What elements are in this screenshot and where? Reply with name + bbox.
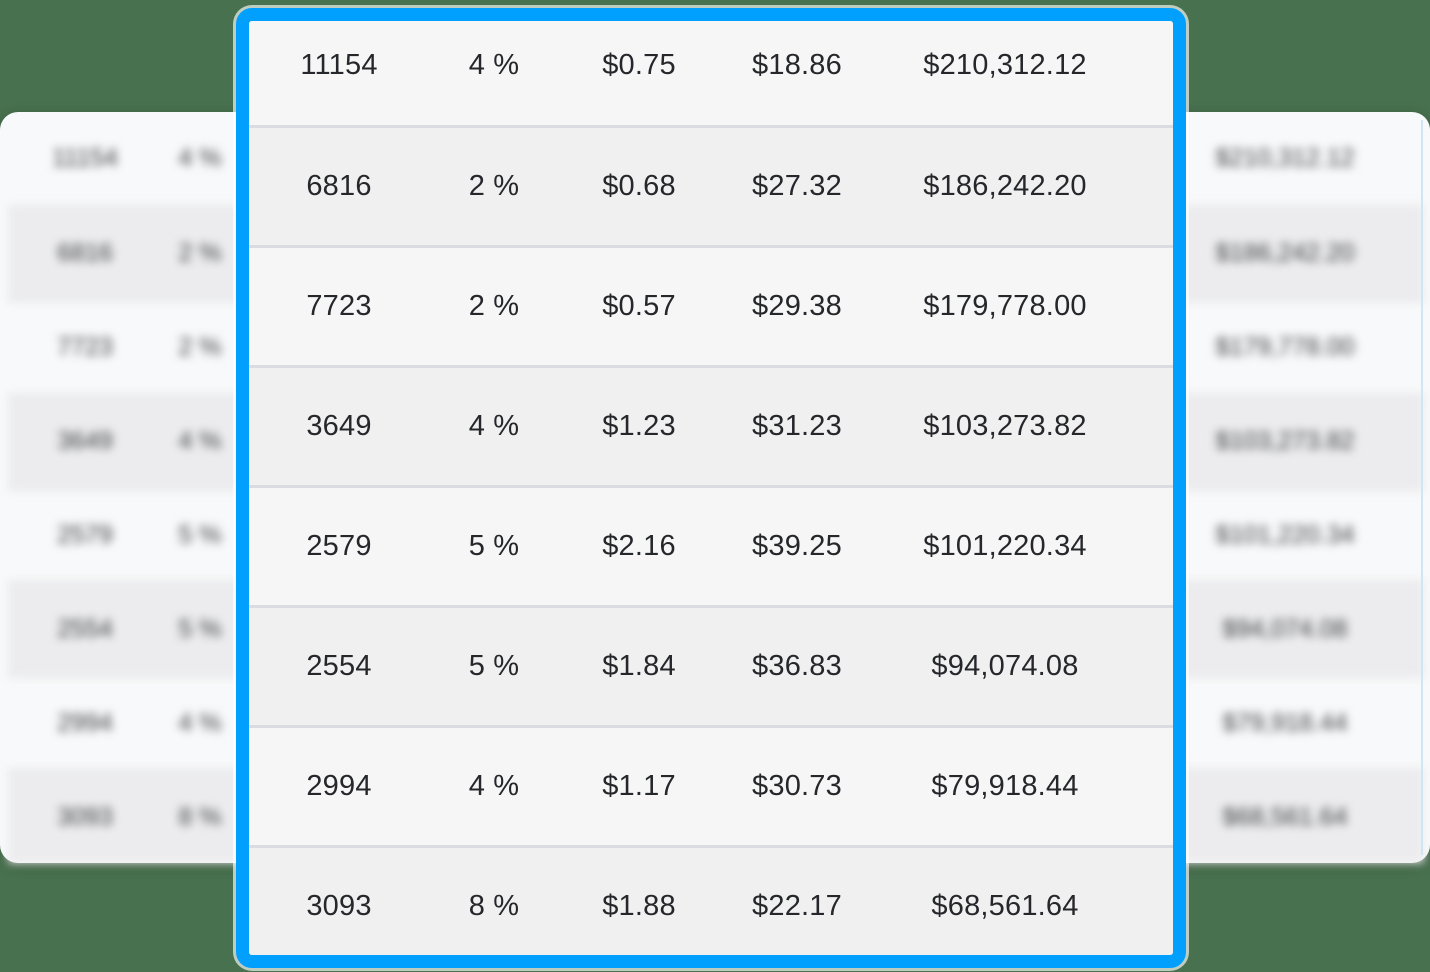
cell-total: $94,074.08 bbox=[931, 650, 1079, 682]
cell-total: $94,074.08 bbox=[1222, 614, 1348, 643]
cell-avg-price: $31.23 bbox=[752, 410, 842, 442]
cell-unit-price: $1.84 bbox=[602, 650, 676, 682]
cell-quantity: 3093 bbox=[57, 802, 113, 831]
cell-percent: 5 % bbox=[468, 650, 520, 682]
cell-unit-price: $1.17 bbox=[602, 770, 676, 802]
cell-avg-price: $39.25 bbox=[752, 530, 842, 562]
cell-total: $101,220.34 bbox=[1215, 521, 1355, 549]
cell-percent: 4 % bbox=[178, 144, 222, 173]
cell-total: $179,778.00 bbox=[923, 290, 1087, 322]
cell-quantity: 6816 bbox=[57, 239, 113, 268]
cell-avg-price: $18.86 bbox=[752, 48, 842, 81]
table-row: 11154 4 % $0.75 $18.86 $210,312.12 bbox=[249, 21, 1173, 125]
cell-quantity: 6816 bbox=[306, 170, 372, 202]
cell-quantity: 7723 bbox=[57, 333, 113, 362]
cell-percent: 2 % bbox=[178, 239, 222, 268]
cell-percent: 4 % bbox=[468, 770, 520, 802]
cell-quantity: 7723 bbox=[306, 290, 372, 322]
table-row: 2579 5 % $2.16 $39.25 $101,220.34 bbox=[249, 485, 1173, 605]
cell-percent: 4 % bbox=[178, 708, 222, 737]
cell-unit-price: $1.88 bbox=[602, 890, 676, 922]
cell-total: $103,273.82 bbox=[1215, 427, 1355, 456]
cell-percent: 8 % bbox=[178, 802, 222, 831]
cell-unit-price: $0.57 bbox=[602, 290, 676, 322]
cell-percent: 4 % bbox=[178, 427, 222, 456]
table-row: 3649 4 % $1.23 $31.23 $103,273.82 bbox=[249, 365, 1173, 485]
cell-quantity: 2554 bbox=[57, 614, 113, 643]
table-row: 2994 4 % $1.17 $30.73 $79,918.44 bbox=[249, 725, 1173, 845]
cell-unit-price: $0.75 bbox=[602, 48, 676, 81]
cell-quantity: 2579 bbox=[306, 530, 372, 562]
cell-percent: 4 % bbox=[468, 48, 520, 81]
cell-quantity: 3649 bbox=[306, 410, 372, 442]
cell-quantity: 11154 bbox=[52, 144, 118, 173]
cell-percent: 2 % bbox=[468, 170, 520, 202]
cell-avg-price: $22.17 bbox=[752, 890, 842, 922]
cell-quantity: 2554 bbox=[306, 650, 372, 682]
cell-unit-price: $2.16 bbox=[602, 530, 676, 562]
card-edge-highlight bbox=[1421, 120, 1423, 855]
cell-quantity: 11154 bbox=[300, 48, 378, 81]
cell-percent: 8 % bbox=[468, 890, 520, 922]
cell-quantity: 2579 bbox=[57, 521, 113, 549]
zoom-selection-frame[interactable]: 11154 4 % $0.75 $18.86 $210,312.12 6816 2 % $0… bbox=[236, 8, 1186, 968]
cell-total: $79,918.44 bbox=[1222, 708, 1348, 737]
cell-percent: 2 % bbox=[178, 333, 222, 362]
cell-total: $210,312.12 bbox=[923, 48, 1087, 81]
cell-total: $179,778.00 bbox=[1215, 333, 1355, 362]
table-row: 2554 5 % $1.84 $36.83 $94,074.08 bbox=[249, 605, 1173, 725]
cell-avg-price: $36.83 bbox=[752, 650, 842, 682]
cell-unit-price: $0.68 bbox=[602, 170, 676, 202]
cell-percent: 5 % bbox=[178, 521, 222, 549]
cell-total: $103,273.82 bbox=[923, 410, 1087, 442]
cell-percent: 4 % bbox=[468, 410, 520, 442]
cell-percent: 5 % bbox=[178, 614, 222, 643]
cell-total: $210,312.12 bbox=[1215, 144, 1355, 173]
table-row: 3093 8 % $1.88 $22.17 $68,561.64 bbox=[249, 845, 1173, 955]
cell-percent: 2 % bbox=[468, 290, 520, 322]
cell-quantity: 2994 bbox=[306, 770, 372, 802]
cell-quantity: 3093 bbox=[306, 890, 372, 922]
table-row: 6816 2 % $0.68 $27.32 $186,242.20 bbox=[249, 125, 1173, 245]
cell-total: $68,561.64 bbox=[931, 890, 1079, 922]
cell-total: $186,242.20 bbox=[1215, 239, 1355, 268]
table-row: 7723 2 % $0.57 $29.38 $179,778.00 bbox=[249, 245, 1173, 365]
cell-avg-price: $29.38 bbox=[752, 290, 842, 322]
cell-quantity: 3649 bbox=[57, 427, 113, 456]
cell-unit-price: $1.23 bbox=[602, 410, 676, 442]
cell-total: $68,561.64 bbox=[1222, 802, 1348, 831]
cell-total: $101,220.34 bbox=[923, 530, 1087, 562]
cell-quantity: 2994 bbox=[57, 708, 113, 737]
cell-total: $79,918.44 bbox=[931, 770, 1079, 802]
zoomed-table: 11154 4 % $0.75 $18.86 $210,312.12 6816 2 % $0… bbox=[249, 21, 1173, 955]
cell-total: $186,242.20 bbox=[923, 170, 1087, 202]
cell-percent: 5 % bbox=[468, 530, 520, 562]
cell-avg-price: $30.73 bbox=[752, 770, 842, 802]
cell-avg-price: $27.32 bbox=[752, 170, 842, 202]
